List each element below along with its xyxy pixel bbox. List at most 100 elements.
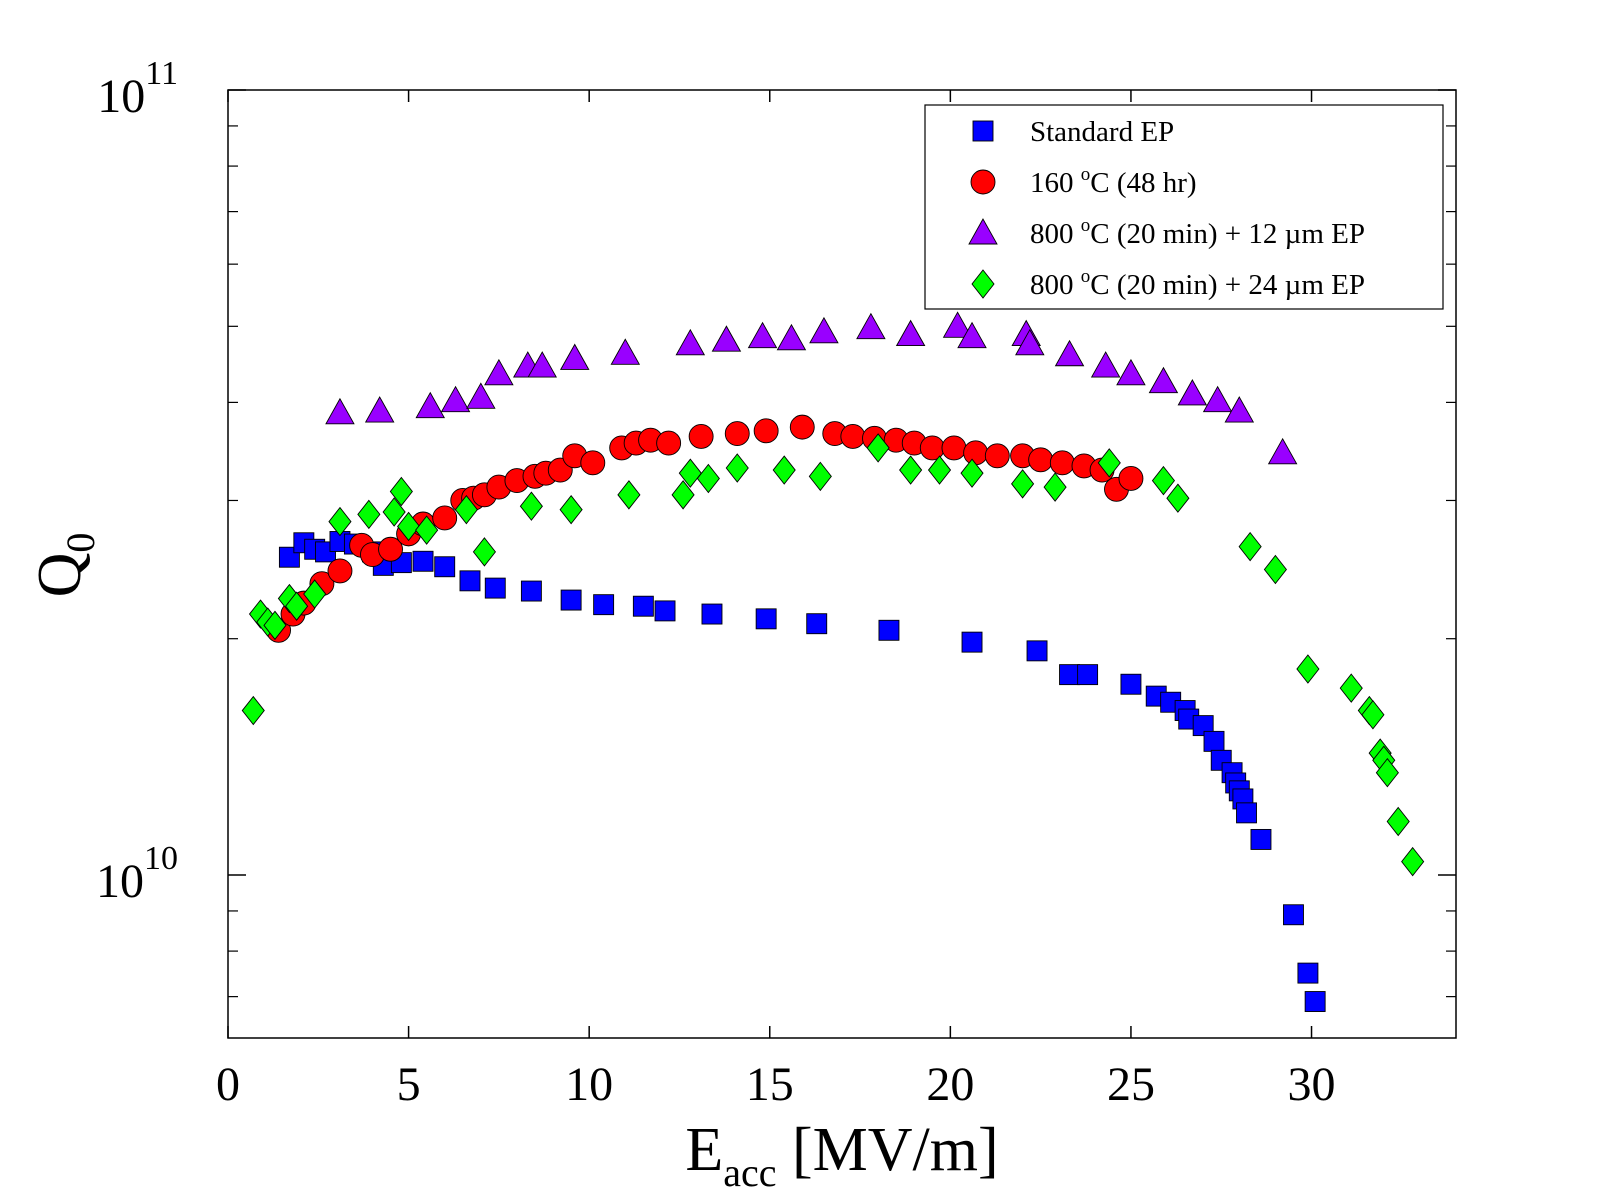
triangle-point (1148, 366, 1179, 394)
diamond-point (454, 494, 478, 525)
triangle-point (527, 351, 557, 378)
triangle-point (466, 382, 496, 409)
triangle-point (440, 385, 471, 413)
diamond-point (678, 458, 702, 488)
legend-label-post: C (20 min) + 12 µm EP (1090, 218, 1365, 250)
diamond-point (725, 453, 749, 483)
square-point (520, 580, 542, 602)
triangle-point (559, 343, 590, 370)
legend-label: 160 oC (48 hr) (1030, 164, 1197, 199)
legend-label: 800 oC (20 min) + 12 µm EP (1030, 215, 1365, 250)
square-point (1026, 640, 1048, 662)
diamond-point (927, 455, 952, 485)
triangle-point (1116, 358, 1146, 386)
legend-marker-diamond (971, 269, 995, 299)
square-point (1250, 828, 1272, 850)
legend-label-degree: o (1081, 164, 1091, 185)
triangle-point (325, 397, 355, 425)
triangle-point (1090, 351, 1121, 378)
circle-point (840, 423, 866, 449)
y-tick-exponent: 10 (144, 840, 178, 877)
diamond-point (1375, 757, 1399, 788)
triangle-point (1202, 385, 1233, 413)
diamond-point (899, 455, 923, 485)
diamond-point (415, 515, 439, 545)
square-point (1077, 664, 1099, 686)
square-point (1120, 673, 1142, 695)
triangle-point (809, 316, 839, 344)
x-tick-label: 10 (565, 1058, 613, 1111)
diamond-point (1011, 469, 1035, 499)
square-point (1203, 730, 1225, 752)
diamond-point (519, 491, 543, 521)
square-point (701, 603, 723, 625)
diamond-point (357, 499, 381, 530)
triangle-point (776, 323, 807, 351)
circle-point (1118, 466, 1144, 491)
x-axis-title: Eacc [MV/m] (685, 1116, 998, 1195)
square-point (434, 556, 456, 578)
diamond-point (1339, 673, 1363, 703)
circle-point (580, 450, 606, 476)
data-points (241, 311, 1425, 1012)
square-point (593, 594, 615, 616)
triangle-point (856, 312, 886, 340)
series-square (278, 531, 1326, 1012)
legend-label-pre: 160 (1030, 167, 1081, 199)
triangle-point (1224, 396, 1255, 423)
diamond-point (1361, 700, 1385, 730)
legend-label-pre: 800 (1030, 218, 1081, 250)
diamond-point (1166, 483, 1190, 513)
circle-point (724, 421, 750, 447)
circle-point (378, 536, 403, 562)
triangle-point (1054, 339, 1085, 367)
axis-ticks (227, 89, 1456, 1038)
square-point (1236, 802, 1257, 824)
triangle-point (747, 321, 778, 349)
circle-point (963, 440, 989, 466)
diamond-point (559, 494, 583, 525)
x-tick-label: 20 (926, 1058, 974, 1111)
legend-label-post: C (48 hr) (1090, 167, 1196, 199)
square-point (755, 608, 777, 630)
circle-point (789, 414, 815, 440)
x-tick-label: 15 (746, 1058, 794, 1111)
y-tick-label: 1011 (97, 55, 178, 123)
legend-label: 800 oC (20 min) + 24 µm EP (1030, 266, 1365, 301)
square-point (1297, 962, 1319, 984)
x-tick-label: 5 (397, 1058, 421, 1111)
y-axis-title: Q0 (26, 533, 103, 598)
circle-point (1049, 450, 1075, 476)
circle-point (1028, 447, 1054, 473)
y-tick-label: 1010 (96, 840, 178, 908)
circle-point (432, 505, 458, 531)
y-tick-exponent: 11 (145, 55, 178, 92)
plot-area-frame (227, 89, 1457, 1039)
triangle-point (957, 321, 987, 349)
triangle-point (942, 311, 973, 338)
series-triangle (325, 311, 1298, 465)
diamond-point (397, 511, 421, 542)
circle-point (327, 558, 353, 584)
legend-label: Standard EP (1030, 116, 1174, 148)
diamond-point (866, 433, 890, 463)
triangle-point (1267, 437, 1298, 465)
diamond-point (1043, 472, 1067, 502)
x-tick-label: 30 (1288, 1058, 1336, 1111)
legend-label-pre: Standard EP (1030, 116, 1174, 148)
triangle-point (1015, 328, 1045, 356)
diamond-point (1263, 554, 1287, 585)
legend-box (924, 104, 1444, 310)
circle-point (941, 435, 967, 461)
diamond-point (1296, 654, 1320, 684)
square-point (878, 619, 900, 641)
square-point (1304, 991, 1326, 1012)
diamond-point (1097, 448, 1121, 478)
square-point (459, 570, 481, 592)
diamond-point (389, 476, 413, 507)
diamond-point (263, 610, 287, 641)
square-point (961, 631, 983, 653)
square-point (412, 550, 434, 572)
